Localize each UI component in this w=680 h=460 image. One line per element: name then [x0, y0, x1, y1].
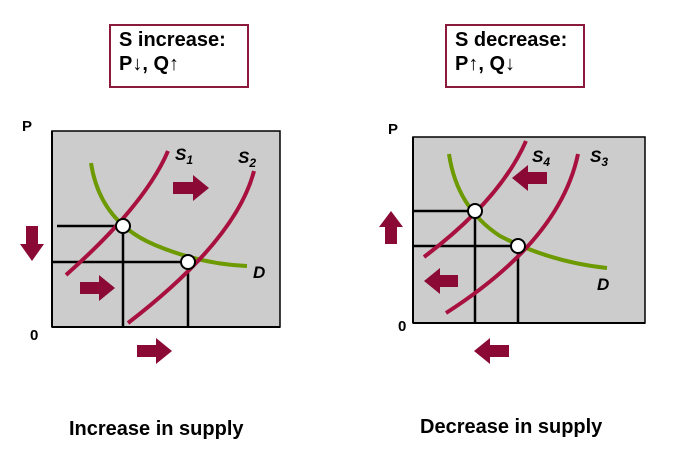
right-caption: Decrease in supply	[420, 416, 603, 438]
left-demand-curve	[89, 162, 248, 268]
right-plot-area	[412, 136, 646, 324]
right-quantity-left-arrow	[474, 338, 509, 364]
left-supply-curve-s1	[64, 150, 170, 277]
right-panel: P 0 S4 S3 D	[379, 121, 646, 364]
left-s1-label: S1	[175, 145, 193, 167]
right-origin-label: 0	[398, 318, 406, 335]
left-panel: P 0 S1 S2 D	[20, 118, 281, 364]
left-origin-label: 0	[30, 327, 38, 344]
right-equilibrium-point-1	[467, 203, 483, 219]
left-equilibrium-point-1	[115, 218, 131, 234]
left-caption: Increase in supply	[69, 418, 244, 440]
right-equilibrium-point-2	[510, 238, 526, 254]
right-shift-left-arrow-top	[512, 165, 547, 191]
right-price-up-arrow	[379, 211, 403, 244]
left-equilibrium-point-2	[180, 254, 196, 270]
right-box-effect: P↑, Q↓	[455, 53, 516, 75]
right-s3-label: S3	[590, 147, 608, 169]
left-shift-right-arrow-top	[173, 175, 209, 201]
right-supply-curve-s3	[444, 153, 580, 315]
left-shift-right-arrow-bottom	[80, 275, 115, 301]
right-s4-label: S4	[532, 147, 550, 169]
right-summary-box: S decrease: P↑, Q↓	[445, 24, 585, 88]
left-box-effect: P↓, Q↑	[119, 53, 180, 75]
right-demand-label: D	[597, 275, 609, 294]
left-demand-label: D	[253, 263, 265, 282]
right-y-axis-label: P	[388, 121, 398, 138]
right-supply-curve-s4	[422, 140, 528, 259]
left-summary-box: S increase: P↓, Q↑	[109, 24, 249, 88]
left-y-axis-label: P	[22, 118, 32, 135]
left-quantity-right-arrow	[137, 338, 172, 364]
right-demand-curve	[447, 153, 608, 270]
left-box-title: S increase:	[119, 29, 226, 51]
left-price-down-arrow	[20, 226, 44, 261]
right-box-title: S decrease:	[455, 29, 568, 51]
left-supply-curve-s2	[126, 170, 256, 325]
left-s2-label: S2	[238, 148, 256, 170]
right-shift-left-arrow-bottom	[424, 268, 458, 294]
